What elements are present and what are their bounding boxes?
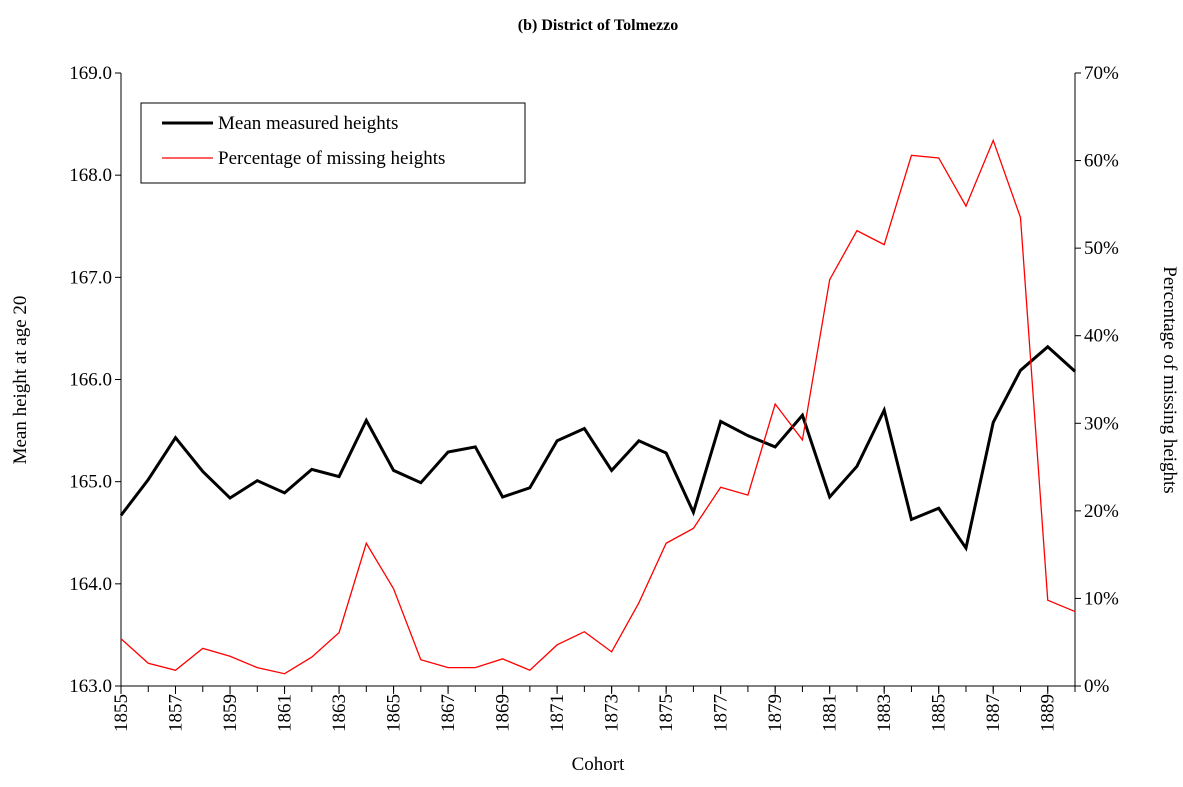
x-tick-label: 1867 [438,694,459,732]
x-tick-label: 1879 [765,694,786,732]
x-tick-label: 1859 [220,694,241,732]
y-tick-label: 164.0 [69,574,112,595]
y2-tick-label: 0% [1084,676,1110,697]
y-tick-label: 166.0 [69,370,112,391]
x-tick-label: 1871 [547,694,568,732]
legend-box [140,102,526,184]
x-tick-label: 1865 [384,694,405,732]
y2-tick-label: 10% [1084,588,1119,609]
chart-title: (b) District of Tolmezzo [518,17,678,34]
y2-tick-label: 60% [1084,151,1119,172]
y-tick-label: 168.0 [69,165,112,186]
legend-label: Mean measured heights [218,113,398,134]
y-tick-label: 167.0 [69,267,112,288]
y2-tick-label: 50% [1084,238,1119,259]
x-tick-label: 1857 [166,694,187,732]
y-tick-label: 163.0 [69,676,112,697]
series-line [119,344,1077,552]
x-tick-label: 1885 [929,694,950,732]
legend-label: Percentage of missing heights [218,148,445,169]
x-axis-title: Cohort [572,754,626,775]
x-tick-label: 1863 [329,694,350,732]
y2-tick-label: 40% [1084,326,1119,347]
x-tick-label: 1869 [493,694,514,732]
x-tick-label: 1873 [602,694,623,732]
y2-axis-title: Percentage of missing heights [1159,266,1180,493]
y-tick-label: 169.0 [69,63,112,84]
y-axis-title: Mean height at age 20 [10,296,31,465]
y-tick-label: 165.0 [69,472,112,493]
y2-tick-label: 20% [1084,501,1119,522]
x-tick-label: 1887 [983,694,1004,732]
series-line [120,138,1076,675]
x-tick-label: 1889 [1038,694,1059,732]
x-tick-label: 1881 [820,694,841,732]
x-tick-label: 1861 [275,694,296,732]
x-tick-label: 1877 [711,694,732,732]
x-tick-label: 1875 [656,694,677,732]
y2-tick-label: 30% [1084,413,1119,434]
x-tick-label: 1855 [111,694,132,732]
y2-tick-label: 70% [1084,63,1119,84]
x-tick-label: 1883 [874,694,895,732]
